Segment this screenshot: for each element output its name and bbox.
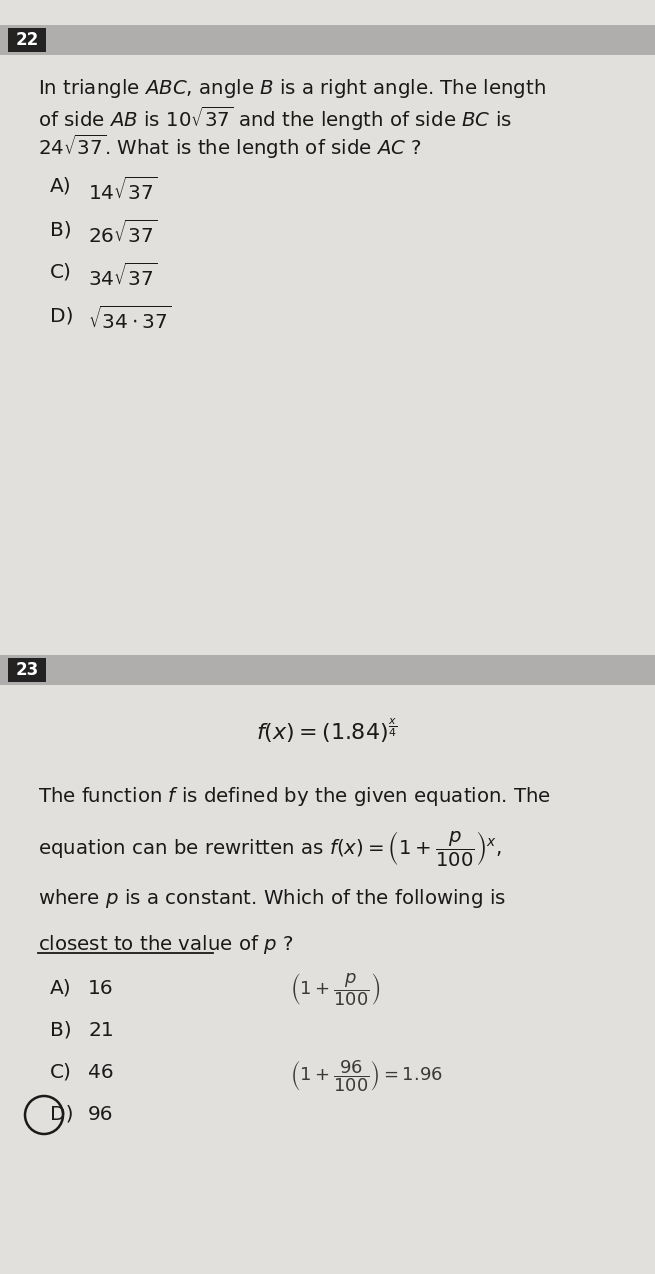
Text: $\left(1 + \dfrac{96}{100}\right) = 1.96$: $\left(1 + \dfrac{96}{100}\right) = 1.96…: [290, 1057, 443, 1093]
FancyBboxPatch shape: [8, 28, 46, 52]
FancyBboxPatch shape: [8, 657, 46, 682]
Text: 21: 21: [88, 1020, 114, 1040]
Text: The function $f$ is defined by the given equation. The: The function $f$ is defined by the given…: [38, 785, 551, 808]
Text: $\left(1 + \dfrac{p}{100}\right)$: $\left(1 + \dfrac{p}{100}\right)$: [290, 971, 380, 1008]
Text: $24\sqrt{37}$. What is the length of side $AC$ ?: $24\sqrt{37}$. What is the length of sid…: [38, 132, 422, 162]
Text: equation can be rewritten as $f(x) = \left(1 + \dfrac{p}{100}\right)^x$,: equation can be rewritten as $f(x) = \le…: [38, 829, 502, 869]
Text: $14\sqrt{37}$: $14\sqrt{37}$: [88, 177, 158, 204]
Text: A): A): [50, 177, 71, 196]
Text: $34\sqrt{37}$: $34\sqrt{37}$: [88, 262, 158, 290]
Text: $f(x) = (1.84)^{\frac{x}{4}}$: $f(x) = (1.84)^{\frac{x}{4}}$: [257, 717, 398, 745]
Text: where $p$ is a constant. Which of the following is: where $p$ is a constant. Which of the fo…: [38, 887, 506, 910]
Text: 46: 46: [88, 1063, 113, 1082]
Text: $\sqrt{34 \cdot 37}$: $\sqrt{34 \cdot 37}$: [88, 306, 172, 334]
Text: 23: 23: [15, 661, 39, 679]
Text: D): D): [50, 306, 73, 325]
Text: D): D): [50, 1105, 73, 1124]
Text: of side $AB$ is $10\sqrt{37}$ and the length of side $BC$ is: of side $AB$ is $10\sqrt{37}$ and the le…: [38, 104, 512, 134]
Text: 22: 22: [15, 31, 39, 48]
Text: 96: 96: [88, 1105, 113, 1124]
FancyBboxPatch shape: [0, 25, 655, 55]
Text: In triangle $ABC$, angle $B$ is a right angle. The length: In triangle $ABC$, angle $B$ is a right …: [38, 76, 546, 99]
FancyBboxPatch shape: [0, 655, 655, 685]
Text: $26\sqrt{37}$: $26\sqrt{37}$: [88, 220, 158, 247]
Text: C): C): [50, 1063, 72, 1082]
Text: B): B): [50, 220, 71, 240]
Text: 16: 16: [88, 978, 113, 998]
Text: C): C): [50, 262, 72, 282]
Text: closest to the value of $p$ ?: closest to the value of $p$ ?: [38, 933, 293, 956]
Text: A): A): [50, 978, 71, 998]
Text: B): B): [50, 1020, 71, 1040]
